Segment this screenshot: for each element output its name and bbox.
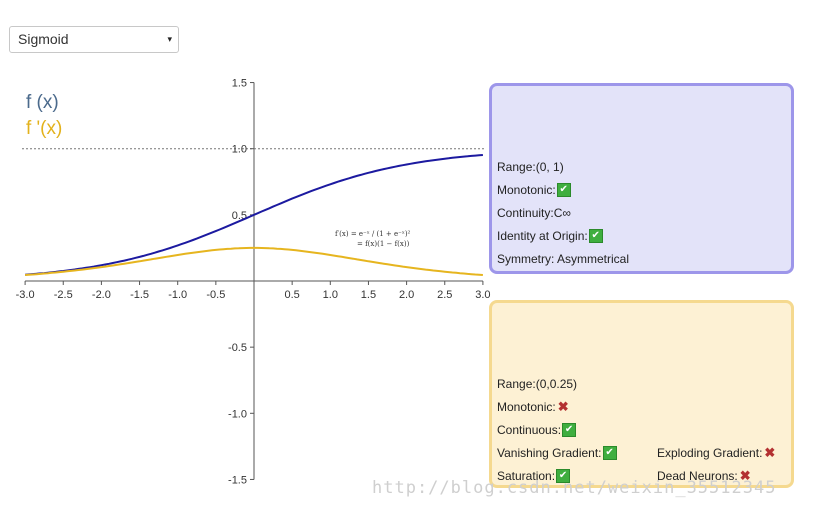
check-icon: ✔ [602, 446, 617, 460]
check-icon: ✔ [556, 469, 571, 483]
formula-line-2: = f(x)(1 − f(x)) [357, 240, 410, 248]
dead-neurons-label: Dead Neurons: [657, 469, 738, 483]
dead-neurons-row: Dead Neurons: ✖ [657, 469, 751, 483]
x-tick-label: -1.0 [168, 289, 187, 301]
x-tick-label: 1.5 [361, 289, 376, 301]
x-tick-label: -2.0 [92, 289, 111, 301]
chevron-down-icon: ▾ [167, 34, 172, 44]
vanishing-gradient-label: Vanishing Gradient: [497, 446, 602, 460]
identity-row: Identity at Origin: ✔ [497, 229, 603, 243]
deriv-monotonic-label: Monotonic: [497, 400, 556, 414]
y-tick-label: 1.0 [232, 144, 247, 156]
legend-fprime: f '(x) [26, 118, 63, 139]
deriv-monotonic-row: Monotonic: ✖ [497, 400, 569, 414]
cross-icon: ✖ [557, 399, 569, 414]
check-icon: ✔ [588, 229, 603, 243]
x-tick-label: -1.5 [130, 289, 149, 301]
x-tick-label: 2.5 [437, 289, 452, 301]
x-tick-label: 0.5 [285, 289, 300, 301]
x-tick-label: 3.0 [475, 289, 490, 301]
y-tick-label: -1.0 [228, 408, 247, 420]
formula-line-1: f′(x) = e⁻ˣ / (1 + e⁻ˣ)² [335, 230, 411, 238]
saturation-label: Saturation: [497, 469, 556, 483]
check-icon: ✔ [556, 183, 571, 197]
sigmoid-curve [25, 154, 483, 276]
dropdown-selected-value: Sigmoid [18, 31, 69, 47]
continuity-text: Continuity:C∞ [497, 206, 571, 220]
cross-icon: ✖ [739, 468, 751, 483]
symmetry-text: Symmetry: Asymmetrical [497, 252, 630, 266]
derivative-properties-panel: Range:(0,0.25) Monotonic: ✖ Continuous: … [489, 300, 794, 488]
monotonic-label: Monotonic: [497, 183, 556, 197]
function-properties-panel: Range:(0, 1) Monotonic: ✔ Continuity:C∞ … [489, 83, 794, 274]
vanishing-gradient-row: Vanishing Gradient: ✔ [497, 446, 617, 460]
identity-label: Identity at Origin: [497, 229, 588, 243]
sigmoid-derivative-curve [25, 246, 483, 276]
derivative-formula: f′(x) = e⁻ˣ / (1 + e⁻ˣ)² = f(x)(1 − f(x)… [335, 229, 410, 249]
y-tick-label: 0.5 [232, 210, 247, 222]
cross-icon: ✖ [764, 445, 776, 460]
range-text: Range:(0, 1) [497, 160, 564, 174]
x-tick-label: 1.0 [323, 289, 338, 301]
legend-f: f (x) [26, 92, 59, 113]
y-tick-label: 1.5 [232, 78, 247, 90]
check-icon: ✔ [562, 423, 577, 437]
y-tick-label: -0.5 [228, 342, 247, 354]
x-tick-label: -3.0 [16, 289, 35, 301]
watermark: http://blog.csdn.net/weixin_35512345 [372, 478, 777, 498]
saturation-row: Saturation: ✔ [497, 469, 571, 483]
exploding-gradient-row: Exploding Gradient: ✖ [657, 446, 775, 460]
x-tick-label: -2.5 [54, 289, 73, 301]
activation-function-dropdown[interactable]: Sigmoid ▾ [9, 26, 179, 53]
monotonic-row: Monotonic: ✔ [497, 183, 571, 197]
continuous-row: Continuous: ✔ [497, 423, 577, 437]
x-tick-label: 2.0 [399, 289, 414, 301]
exploding-gradient-label: Exploding Gradient: [657, 446, 763, 460]
x-tick-label: -0.5 [206, 289, 225, 301]
continuous-label: Continuous: [497, 423, 562, 437]
y-tick-label: -1.5 [228, 474, 247, 486]
deriv-range-text: Range:(0,0.25) [497, 377, 578, 391]
